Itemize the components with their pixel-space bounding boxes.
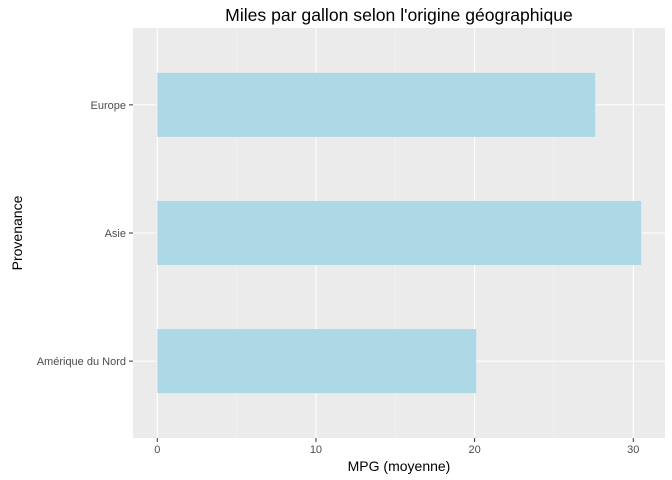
y-axis: Amérique du Nord Asie Europe — [37, 100, 133, 368]
y-tick-label: Asie — [105, 228, 126, 240]
x-axis-title: MPG (moyenne) — [348, 458, 451, 474]
x-tick-label: 20 — [468, 444, 480, 456]
x-tick-label: 30 — [627, 444, 639, 456]
bars — [157, 72, 642, 394]
bar — [157, 200, 642, 266]
x-tick-label: 10 — [310, 444, 322, 456]
bar — [157, 72, 596, 137]
y-axis-title: Provenance — [9, 195, 25, 270]
x-tick-label: 0 — [154, 444, 160, 456]
y-tick-label: Amérique du Nord — [37, 356, 126, 368]
chart-title: Miles par gallon selon l'origine géograp… — [225, 5, 573, 25]
bar — [157, 329, 477, 394]
y-tick-label: Europe — [91, 100, 126, 112]
x-axis: 0 10 20 30 — [154, 438, 639, 456]
